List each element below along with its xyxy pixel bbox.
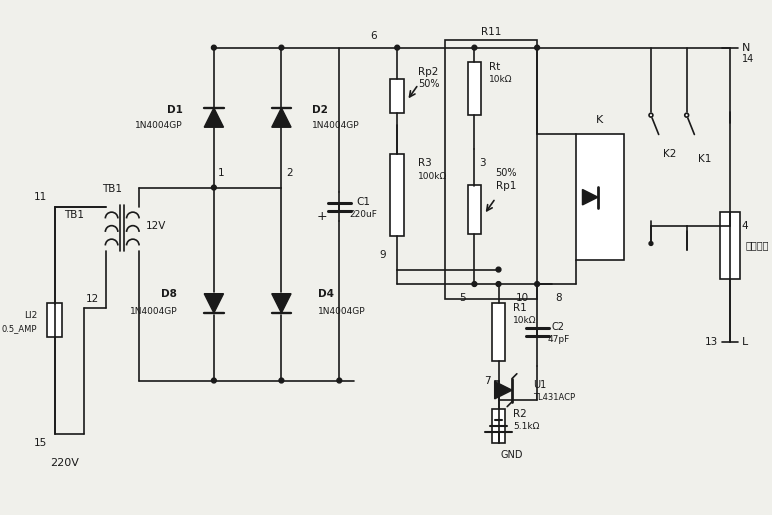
Text: LI2: LI2 xyxy=(24,312,37,320)
Circle shape xyxy=(535,282,540,286)
Text: 8: 8 xyxy=(555,293,562,302)
Circle shape xyxy=(279,45,284,50)
Text: 11: 11 xyxy=(34,192,47,202)
Circle shape xyxy=(472,282,477,286)
Bar xyxy=(576,134,624,260)
Text: 1: 1 xyxy=(218,168,225,178)
Text: TB1: TB1 xyxy=(103,184,123,195)
Circle shape xyxy=(212,45,216,50)
Text: 5.1kΩ: 5.1kΩ xyxy=(513,422,540,432)
Text: 1N4004GP: 1N4004GP xyxy=(130,306,178,316)
Circle shape xyxy=(649,113,653,117)
Text: R3: R3 xyxy=(418,159,432,168)
Polygon shape xyxy=(272,108,291,127)
Text: R11: R11 xyxy=(481,27,502,37)
Circle shape xyxy=(337,378,342,383)
Text: TL431ACP: TL431ACP xyxy=(533,393,575,402)
Bar xyxy=(391,154,404,236)
Text: 1N4004GP: 1N4004GP xyxy=(135,121,183,130)
Text: 12V: 12V xyxy=(146,221,166,231)
Text: 14: 14 xyxy=(742,54,754,64)
Text: 9: 9 xyxy=(379,250,386,260)
Circle shape xyxy=(649,242,653,246)
Text: 4: 4 xyxy=(742,221,748,231)
Text: 7: 7 xyxy=(483,375,490,386)
Text: GND: GND xyxy=(500,450,523,460)
Text: 50%: 50% xyxy=(496,168,517,178)
Text: 加热电阻: 加热电阻 xyxy=(745,241,769,250)
Text: +: + xyxy=(317,210,327,223)
Text: K1: K1 xyxy=(698,153,712,164)
Text: 1N4004GP: 1N4004GP xyxy=(318,306,366,316)
Bar xyxy=(468,62,481,115)
Text: 10: 10 xyxy=(516,293,529,302)
Circle shape xyxy=(472,45,477,50)
Text: K: K xyxy=(596,115,604,125)
Text: 10kΩ: 10kΩ xyxy=(513,316,537,325)
Circle shape xyxy=(496,388,501,392)
Bar xyxy=(391,78,404,113)
Circle shape xyxy=(212,185,216,190)
Circle shape xyxy=(496,267,501,272)
Bar xyxy=(720,212,740,279)
Text: TB1: TB1 xyxy=(64,210,84,219)
Text: 220V: 220V xyxy=(50,457,79,468)
Text: 1N4004GP: 1N4004GP xyxy=(313,121,360,130)
Text: R1: R1 xyxy=(513,303,527,313)
Circle shape xyxy=(685,113,689,117)
Text: C1: C1 xyxy=(357,197,371,207)
Text: 6: 6 xyxy=(370,31,377,41)
Circle shape xyxy=(728,224,733,229)
Text: 13: 13 xyxy=(706,337,719,347)
Text: D4: D4 xyxy=(318,289,334,299)
Circle shape xyxy=(212,378,216,383)
Text: 0.5_AMP: 0.5_AMP xyxy=(2,324,37,333)
Text: C2: C2 xyxy=(552,322,565,333)
Bar xyxy=(468,185,481,234)
Text: 47pF: 47pF xyxy=(547,335,570,345)
Text: Rp1: Rp1 xyxy=(496,181,516,191)
Text: 15: 15 xyxy=(34,438,47,448)
Text: N: N xyxy=(742,43,750,53)
Text: 3: 3 xyxy=(479,159,486,168)
Text: 12: 12 xyxy=(86,294,99,303)
Circle shape xyxy=(496,282,501,286)
Text: R2: R2 xyxy=(513,409,527,419)
Bar xyxy=(47,303,63,337)
Polygon shape xyxy=(495,382,512,399)
Text: 10kΩ: 10kΩ xyxy=(489,75,513,84)
Polygon shape xyxy=(272,294,291,313)
Bar xyxy=(445,40,537,299)
Text: 5: 5 xyxy=(459,293,466,302)
Polygon shape xyxy=(205,294,224,313)
Text: 100kΩ: 100kΩ xyxy=(418,173,448,181)
Polygon shape xyxy=(205,108,224,127)
Text: 2: 2 xyxy=(286,168,293,178)
Text: D8: D8 xyxy=(161,289,178,299)
Polygon shape xyxy=(582,190,598,205)
Text: K2: K2 xyxy=(662,149,676,159)
Bar xyxy=(492,409,505,443)
Circle shape xyxy=(279,378,284,383)
Circle shape xyxy=(394,45,400,50)
Text: U1: U1 xyxy=(533,381,547,390)
Text: D2: D2 xyxy=(313,105,328,115)
Text: L: L xyxy=(742,337,748,347)
Bar xyxy=(492,303,505,361)
Text: 50%: 50% xyxy=(418,79,440,89)
Text: Rt: Rt xyxy=(489,62,500,72)
Circle shape xyxy=(535,45,540,50)
Text: 220uF: 220uF xyxy=(350,210,378,219)
Text: D1: D1 xyxy=(167,105,183,115)
Text: Rp2: Rp2 xyxy=(418,67,438,77)
